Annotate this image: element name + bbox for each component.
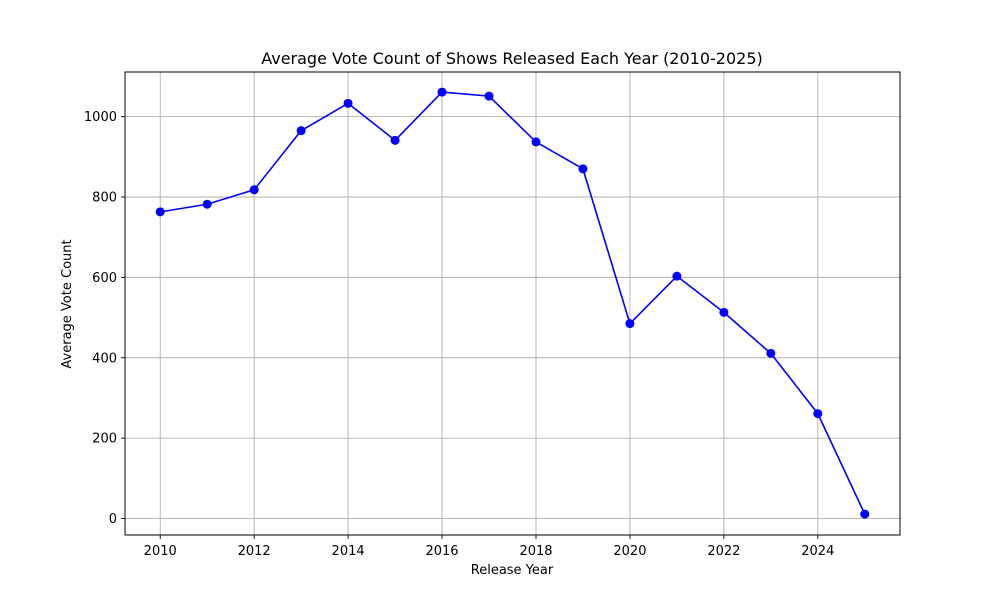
x-tick-label: 2014 [332,544,365,559]
data-point-marker [202,199,212,209]
y-tick-label: 0 [109,512,117,527]
x-tick-label: 2022 [707,544,740,559]
x-axis-label: Release Year [471,563,554,578]
series-line [160,91,866,515]
data-point-marker [390,135,400,145]
data-point-marker [719,307,729,317]
data-point-marker [343,98,353,108]
data-point-marker [437,87,447,97]
data-point-marker [531,137,541,147]
data-point-marker [766,348,776,358]
x-tick-label: 2016 [425,544,458,559]
data-series [155,87,870,519]
data-point-marker [155,207,165,217]
x-axis-ticks: 2010 2012 2014 2016 2018 2020 2022 2024 [144,535,834,559]
y-axis-label: Average Vote Count [60,239,75,368]
x-tick-label: 2018 [519,544,552,559]
data-point-marker [249,185,259,195]
chart-title: Average Vote Count of Shows Released Eac… [261,49,763,68]
y-tick-label: 600 [92,271,117,286]
plot-area-frame [124,71,901,536]
data-point-marker [625,319,635,329]
y-axis-ticks: 0 200 400 600 800 1000 [84,110,125,527]
data-point-marker [578,164,588,174]
x-tick-label: 2024 [801,544,834,559]
data-point-marker [296,126,306,136]
data-point-marker [813,409,823,419]
x-tick-label: 2010 [144,544,177,559]
x-tick-label: 2020 [613,544,646,559]
y-tick-label: 1000 [84,110,117,125]
y-tick-label: 800 [92,190,117,205]
data-point-marker [860,509,870,519]
y-tick-label: 400 [92,351,117,366]
grid-lines [125,72,900,535]
data-point-marker [484,91,494,101]
data-point-marker [672,271,682,281]
y-tick-label: 200 [92,432,117,447]
x-tick-label: 2012 [238,544,271,559]
